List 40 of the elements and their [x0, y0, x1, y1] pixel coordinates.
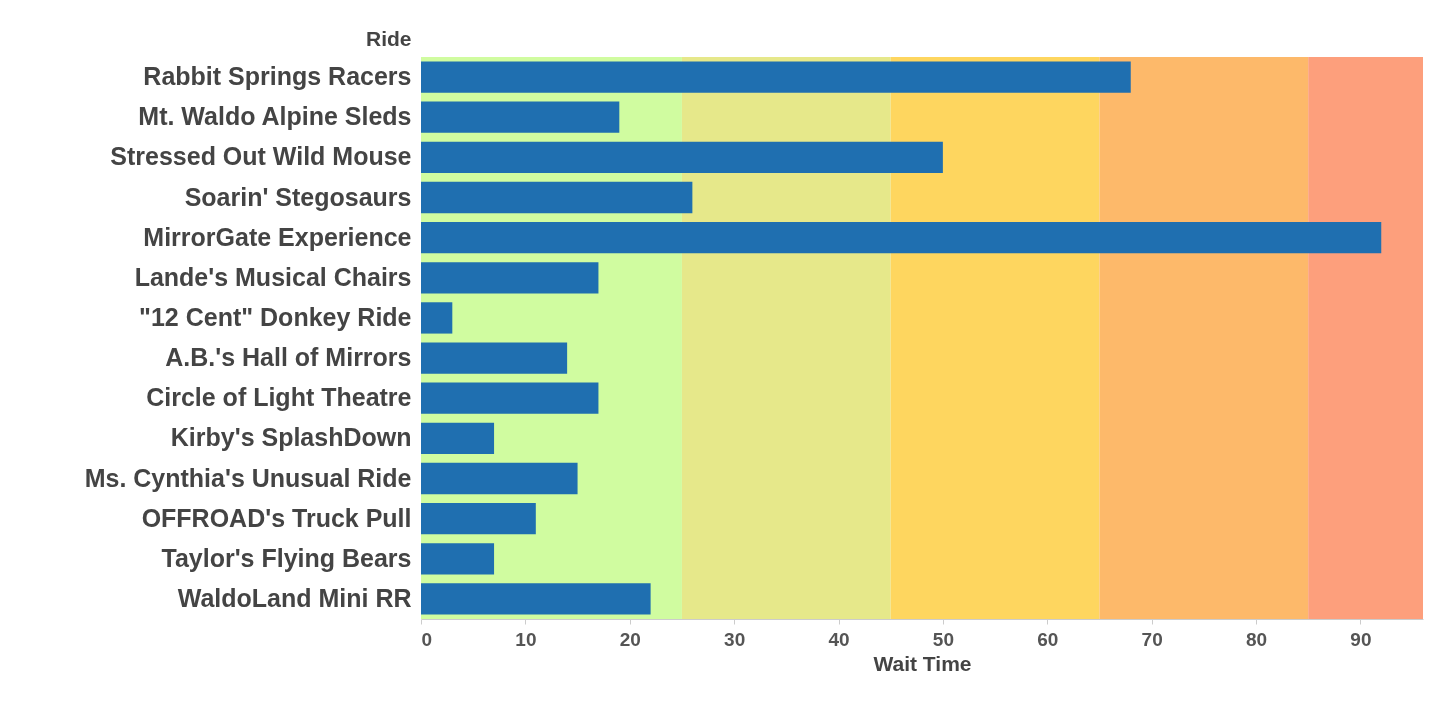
bar [421, 61, 1131, 93]
y-tick-label: A.B.'s Hall of Mirrors [165, 343, 412, 372]
x-tick-label: 70 [1141, 628, 1163, 650]
y-tick-label: "12 Cent" Donkey Ride [139, 302, 412, 331]
bar [421, 382, 599, 414]
bar [421, 101, 620, 133]
y-tick-label: OFFROAD's Truck Pull [141, 503, 412, 532]
bar [421, 422, 495, 455]
y-tick-label: Lande's Musical Chairs [134, 262, 412, 291]
y-tick-label: Stressed Out Wild Mouse [110, 142, 412, 171]
x-tick-label: 10 [515, 628, 537, 650]
x-tick-label: 40 [828, 628, 850, 650]
y-tick-label: Ms. Cynthia's Unusual Ride [84, 463, 412, 492]
bar [421, 462, 578, 495]
y-tick-label: Soarin' Stegosaurs [184, 182, 412, 211]
y-tick-label: Kirby's SplashDown [170, 423, 412, 452]
x-tick-label: 0 [421, 628, 433, 650]
bar [421, 583, 651, 615]
x-tick-label: 60 [1037, 628, 1059, 650]
y-tick-label: WaldoLand Mini RR [177, 583, 412, 612]
y-tick-label: Mt. Waldo Alpine Sleds [138, 102, 412, 131]
bar [421, 262, 599, 294]
x-tick-label: 20 [619, 628, 641, 650]
x-tick-label: 90 [1350, 628, 1372, 650]
x-tick-label: 50 [932, 628, 954, 650]
bar [421, 141, 943, 174]
x-axis-title: Wait Time [873, 651, 972, 675]
y-tick-label: Circle of Light Theatre [146, 383, 412, 412]
bar [421, 221, 1382, 254]
y-axis-title: Ride [365, 26, 412, 50]
x-tick-label: 80 [1245, 628, 1268, 650]
bar [421, 543, 495, 575]
y-tick-label: MirrorGate Experience [143, 222, 412, 251]
bar [421, 342, 568, 374]
y-tick-label: Taylor's Flying Bears [161, 543, 412, 572]
bar [421, 181, 693, 214]
bar [421, 502, 536, 535]
bar [421, 302, 453, 334]
y-tick-label: Rabbit Springs Racers [143, 62, 412, 91]
x-tick-label: 30 [724, 628, 746, 650]
